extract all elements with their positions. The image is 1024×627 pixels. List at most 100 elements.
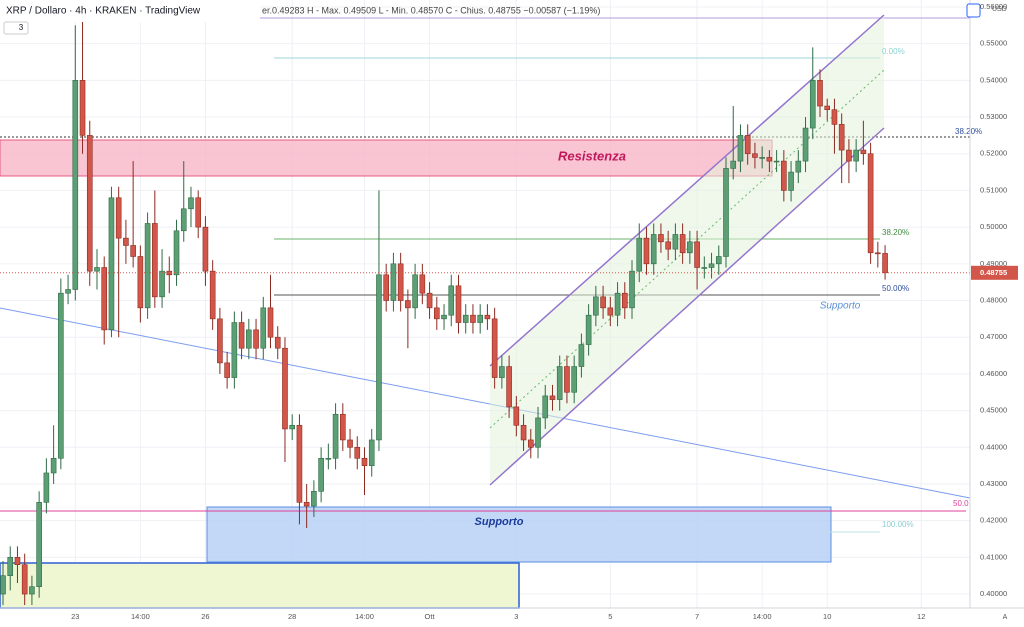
channel-fill xyxy=(490,15,884,485)
candle-body xyxy=(137,256,144,309)
settings-button[interactable] xyxy=(966,3,981,18)
candle-body xyxy=(180,208,187,232)
candle-body xyxy=(43,472,50,503)
candle-body xyxy=(838,124,845,151)
candle-body xyxy=(795,160,802,173)
candle-body xyxy=(383,274,389,301)
candle-body xyxy=(347,439,353,448)
x-tick-label: 28 xyxy=(288,612,296,621)
candle-body xyxy=(7,557,14,577)
candle-body xyxy=(405,300,411,309)
candle-body xyxy=(744,135,751,155)
candle-body xyxy=(513,406,520,426)
candle-body xyxy=(296,424,303,503)
y-tick-label: 0.50000 xyxy=(980,222,1007,231)
candle-body xyxy=(144,223,151,309)
fib-label: 50.00% xyxy=(882,284,909,293)
candle-body xyxy=(86,135,93,272)
candle-body xyxy=(484,314,491,320)
candle-body xyxy=(759,157,765,159)
candle-body xyxy=(564,366,570,393)
header-bg xyxy=(0,0,260,22)
candle-body xyxy=(506,366,512,408)
candle-body xyxy=(303,502,310,507)
axis-layer: 0.40000 0.41000 0.42000 0.43000 0.44000 0.450… xyxy=(71,2,1018,621)
resistance-zone xyxy=(0,139,773,177)
candle-body xyxy=(253,329,259,349)
candle-body xyxy=(448,285,455,316)
candle-body xyxy=(397,263,404,301)
candle-body xyxy=(14,557,21,566)
candle-body xyxy=(50,457,57,474)
candle-body xyxy=(159,270,165,298)
currency-label[interactable]: USD xyxy=(992,6,1007,13)
candle-body xyxy=(527,439,534,448)
candle-body xyxy=(621,292,628,309)
ohlc-info: er.0.49283 H - Max. 0.49509 L - Min. 0.4… xyxy=(262,5,600,15)
symbol-title[interactable]: XRP / Dollaro · 4h · KRAKEN · TradingVie… xyxy=(6,6,201,17)
candle-body xyxy=(108,197,115,331)
candle-body xyxy=(462,314,469,323)
candle-body xyxy=(723,168,729,257)
fib-label: 50.0 xyxy=(953,499,969,508)
candle-body xyxy=(788,171,794,191)
fib-label: 38.20% xyxy=(955,127,982,136)
candle-body xyxy=(289,424,296,430)
x-tick-label: 14:00 xyxy=(753,612,772,621)
x-tick-label: Ott xyxy=(425,612,436,621)
candle-body xyxy=(332,413,339,459)
candle-body xyxy=(694,241,700,268)
candle-body xyxy=(477,314,483,323)
y-tick-label: 0.40000 xyxy=(980,589,1007,598)
candle-body xyxy=(318,457,324,492)
candle-body xyxy=(701,267,708,269)
zone-label: Resistenza xyxy=(558,148,626,163)
candle-body xyxy=(809,80,816,129)
candle-body xyxy=(36,502,42,588)
candle-body xyxy=(535,417,541,448)
candle-body xyxy=(556,366,563,400)
candle-body xyxy=(224,362,230,378)
candle-body xyxy=(730,160,737,169)
channel-mid xyxy=(489,69,885,429)
candle-body xyxy=(217,318,223,364)
candle-body xyxy=(65,289,71,294)
candle-body xyxy=(600,296,606,309)
candle-body xyxy=(520,424,527,441)
candle-body xyxy=(21,564,28,595)
candle-body xyxy=(470,314,476,323)
candle-body xyxy=(708,263,715,268)
candle-body xyxy=(802,127,809,162)
y-tick-label: 0.55000 xyxy=(980,39,1007,48)
candle-body xyxy=(752,153,758,158)
y-tick-label: 0.56000 xyxy=(980,2,1007,11)
candle-body xyxy=(571,366,577,393)
candle-body xyxy=(115,197,122,239)
candle-body xyxy=(195,197,202,228)
y-tick-label: 0.49000 xyxy=(980,259,1007,268)
y-tick-label: 0.53000 xyxy=(980,112,1007,121)
y-tick-label: 0.45000 xyxy=(980,406,1007,415)
scale-button[interactable]: A xyxy=(1003,614,1008,621)
candle-body xyxy=(72,80,79,290)
candle-body xyxy=(593,296,599,316)
y-tick-label: 0.46000 xyxy=(980,369,1007,378)
y-tick-label: 0.41000 xyxy=(980,552,1007,561)
x-tick-label: 12 xyxy=(917,612,925,621)
candle-body xyxy=(860,149,867,155)
indicator-count: 3 xyxy=(19,23,24,32)
candle-body xyxy=(658,234,664,243)
candle-body xyxy=(188,197,194,210)
indicator-toggle[interactable] xyxy=(3,21,29,35)
y-tick-label: 0.43000 xyxy=(980,479,1007,488)
candle-body xyxy=(585,314,592,345)
candle-body xyxy=(499,366,505,378)
candle-body xyxy=(831,109,838,125)
candle-body xyxy=(455,285,462,323)
candle-body xyxy=(173,230,180,276)
candle-body xyxy=(433,307,440,320)
candle-body xyxy=(737,135,744,162)
candle-body xyxy=(853,149,859,162)
candle-body xyxy=(715,256,722,265)
candle-body xyxy=(101,267,108,331)
